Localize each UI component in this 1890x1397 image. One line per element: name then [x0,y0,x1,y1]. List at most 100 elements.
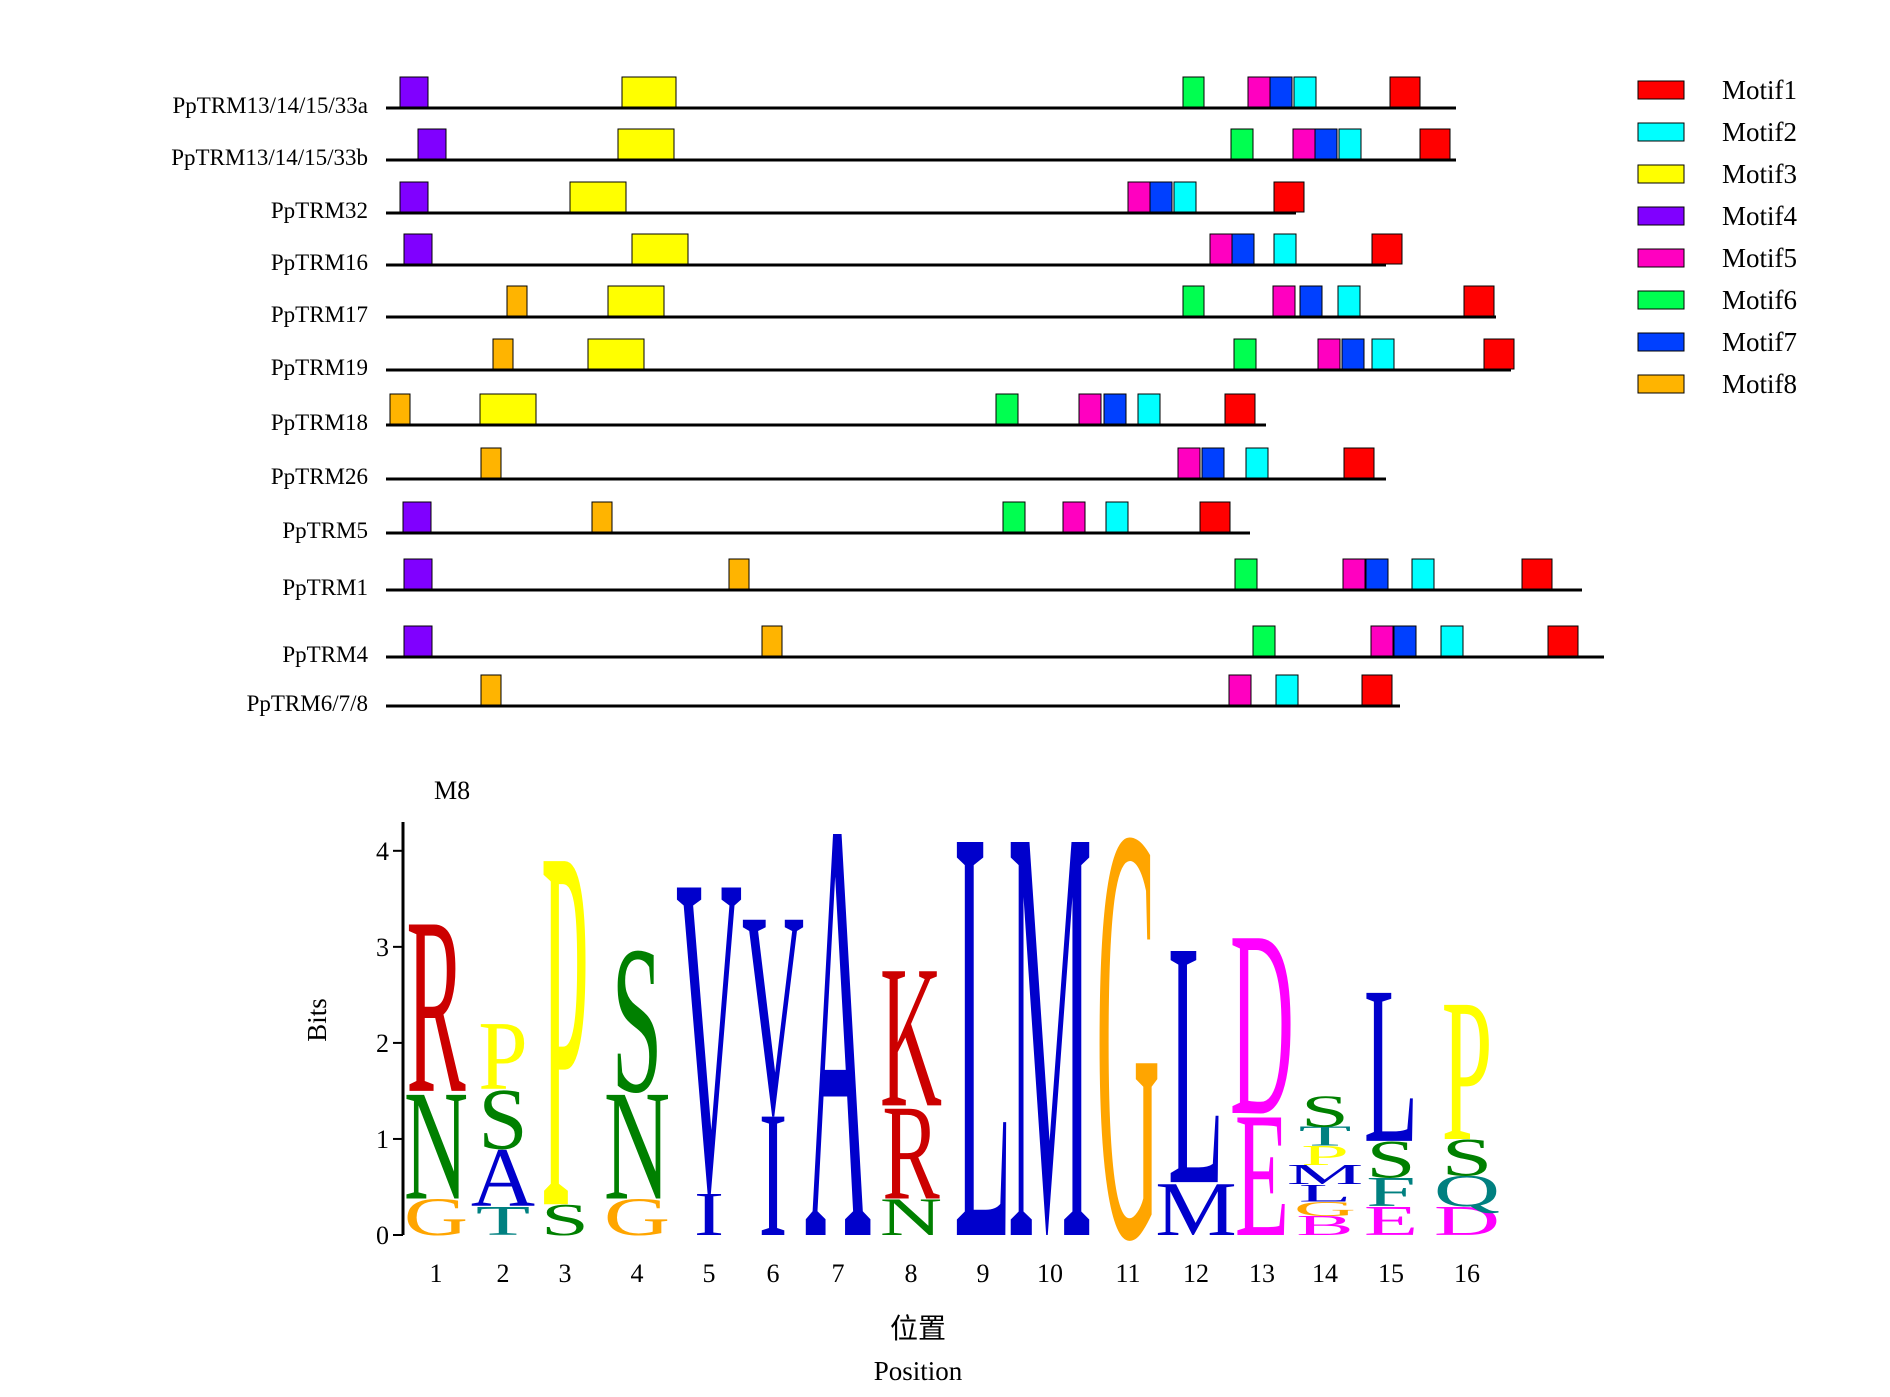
motif-box [1341,338,1365,370]
legend-item: Motif3 [1637,159,1797,189]
legend-swatch [1637,290,1685,310]
x-tick-label: 12 [1183,1259,1209,1288]
logo-letter: I [694,1179,725,1248]
protein-label: PpTRM13/14/15/33b [171,145,368,170]
logo-position: G11 [1096,701,1160,1366]
x-tick-label: 5 [703,1259,716,1288]
legend-swatch [1637,248,1685,268]
motif-box [587,338,645,370]
protein-label: PpTRM1 [282,575,368,600]
legend-swatch [1637,374,1685,394]
motif-box [399,76,429,108]
motif-box [1463,285,1495,317]
motif-box [1361,674,1393,706]
motif-box [1292,128,1316,160]
protein-row: PpTRM17 [271,285,1496,327]
motif-box [479,393,537,425]
motif-map-panel: PpTRM13/14/15/33a PpTRM13/14/15/33b PpTRM3… [171,76,1604,716]
x-tick-label: 15 [1378,1259,1404,1288]
legend-swatch [1637,164,1685,184]
motif-box [1419,128,1451,160]
motif-box [617,128,675,160]
protein-row: PpTRM16 [271,233,1403,275]
logo-letter: T [1299,1121,1352,1152]
motif-legend: Motif1 Motif2 Motif3 Motif4 Motif5 Motif6 Moti… [1637,75,1798,399]
protein-row: PpTRM13/14/15/33b [171,128,1456,170]
motif-box [1209,233,1233,265]
motif-box [1273,181,1305,213]
motif-box [1173,181,1197,213]
logo-letter: S [541,1195,589,1245]
protein-row: PpTRM5 [282,501,1250,543]
logo-letter: P [1442,958,1493,1184]
legend-label: Motif8 [1722,369,1797,399]
motif-box [1233,338,1257,370]
logo-letter: R [406,865,465,1147]
logo-letter: G [1096,701,1160,1366]
motif-box [1371,233,1403,265]
motif-box [1105,501,1129,533]
motif-box [1337,285,1361,317]
x-tick-label: 8 [905,1259,918,1288]
motif-box [1252,625,1276,657]
x-tick-label: 9 [977,1259,990,1288]
motif-box [1224,393,1256,425]
motif-box [1234,558,1258,590]
logo-letter: P [541,738,589,1319]
x-tick-label: 4 [631,1259,644,1288]
logo-letter: P [478,1002,527,1111]
logo-letter: I [759,1074,788,1274]
motif-box [1293,76,1317,108]
motif-box [1317,338,1341,370]
legend-swatch [1637,122,1685,142]
motif-box [1273,233,1297,265]
logo-letter: M [1287,1159,1364,1190]
legend-item: Motif6 [1637,285,1797,315]
motif-box [403,233,433,265]
motif-box [1230,128,1254,160]
motif-box [480,674,502,706]
motif-box [1002,501,1026,533]
logo-letter: L [1168,867,1224,1258]
logo-title: M8 [434,776,470,805]
logo-letter: N [880,1187,942,1247]
x-tick-label: 2 [497,1259,510,1288]
x-axis-label-chinese: 位置 [890,1313,946,1345]
motif-box [1231,233,1255,265]
protein-label: PpTRM16 [271,250,368,275]
logo-letter: A [805,694,871,1367]
legend-item: Motif5 [1637,243,1797,273]
sequence-logo-panel: M8 Bits 位置 Position 01234GNR1TASP2SP3GNS… [302,694,1500,1386]
motif-box [1299,285,1323,317]
protein-label: PpTRM18 [271,410,368,435]
logo-position: GNR 1 [404,865,468,1288]
logo-position: IV 6 [742,850,804,1288]
protein-label: PpTRM13/14/15/33a [172,93,368,118]
logo-letter: R [882,1076,940,1228]
motif-box [761,625,783,657]
protein-row: PpTRM32 [271,181,1305,223]
protein-row: PpTRM13/14/15/33a [172,76,1456,118]
protein-row: PpTRM6/7/8 [247,674,1400,716]
logo-letter: G [404,1187,468,1246]
legend-label: Motif2 [1722,117,1797,147]
logo-position: A7 [805,694,871,1367]
logo-letter: M [1155,1166,1237,1252]
logo-letter: D [1230,877,1294,1172]
y-axis-label: Bits [302,998,332,1042]
motif-box [1177,447,1201,479]
motif-box [607,285,665,317]
motif-box [1370,625,1394,657]
legend-label: Motif1 [1722,75,1797,105]
motif-box [1247,76,1271,108]
logo-letter: K [880,923,942,1150]
legend-item: Motif8 [1637,369,1797,399]
logo-letter: M [1008,700,1092,1365]
logo-letter: T [476,1198,530,1245]
logo-letter: S [1366,1130,1415,1189]
logo-letter: G [1294,1197,1356,1221]
